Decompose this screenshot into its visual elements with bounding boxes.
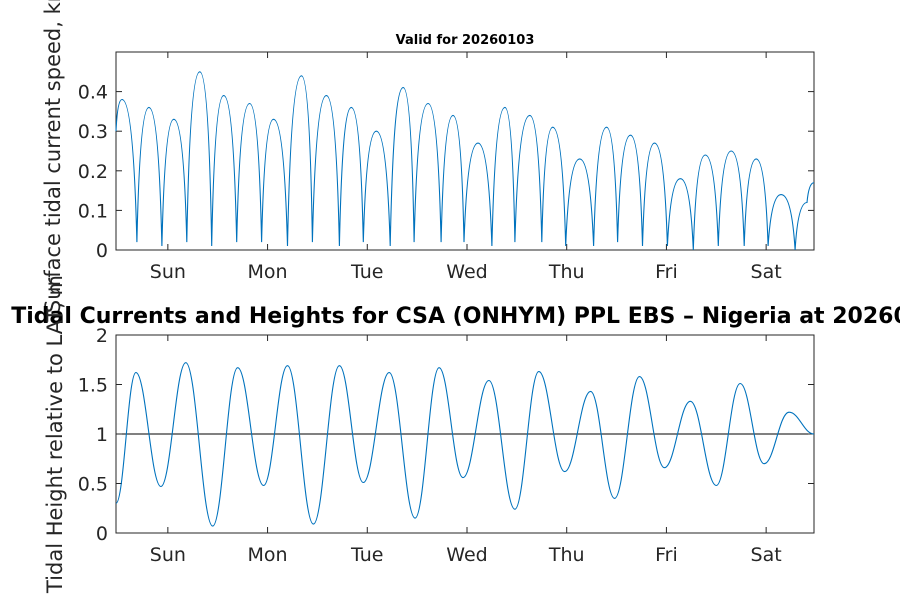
bottom-x-tick-label: Thu [548, 544, 585, 566]
bottom-x-tick-label: Mon [248, 544, 288, 566]
top-x-tick-label: Sun [150, 261, 186, 283]
bottom-x-tick-label: Sun [150, 544, 186, 566]
bottom-y-tick-label: 0.5 [78, 474, 108, 496]
top-y-tick-label: 0.3 [78, 121, 108, 143]
bottom-chart-title: Tidal Currents and Heights for CSA (ONHY… [11, 304, 900, 329]
tidal-height-chart: Tidal Currents and Heights for CSA (ONHY… [11, 275, 900, 594]
top-x-tick-label: Wed [446, 261, 487, 283]
top-y-tick-label: 0.2 [78, 161, 108, 183]
bottom-x-tick-label: Wed [446, 544, 487, 566]
top-y-tick-label: 0 [96, 240, 108, 262]
bottom-x-tick-label: Fri [655, 544, 678, 566]
bottom-y-tick-label: 1 [96, 424, 108, 446]
top-y-tick-label: 0.1 [78, 200, 108, 222]
top-x-tick-label: Mon [248, 261, 288, 283]
bottom-y-tick-label: 2 [96, 325, 108, 347]
top-x-tick-label: Sat [751, 261, 782, 283]
current-speed-line [115, 71, 815, 251]
current-speed-chart: Valid for 20260103 Surface tidal current… [41, 0, 815, 313]
tidal-height-line [115, 362, 815, 527]
bottom-y-tick-label: 1.5 [78, 375, 108, 397]
bottom-x-tick-label: Sat [751, 544, 782, 566]
top-x-tick-label: Tue [350, 261, 383, 283]
top-x-tick-label: Thu [548, 261, 585, 283]
bottom-y-axis-label: Tidal Height relative to LAT, m [43, 275, 67, 594]
top-x-tick-label: Fri [655, 261, 678, 283]
bottom-x-tick-label: Tue [350, 544, 383, 566]
top-y-axis-label: Surface tidal current speed, kn [41, 0, 65, 313]
bottom-y-tick-label: 0 [96, 523, 108, 545]
top-plot-frame [115, 51, 815, 251]
top-y-tick-label: 0.4 [78, 82, 108, 104]
top-chart-title: Valid for 20260103 [396, 33, 535, 48]
